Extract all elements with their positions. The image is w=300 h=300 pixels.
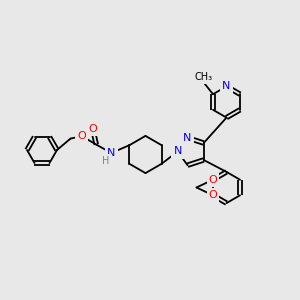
Text: H: H [102, 156, 110, 167]
Text: N: N [173, 146, 182, 157]
Text: O: O [208, 190, 217, 200]
Text: O: O [77, 131, 86, 141]
Text: N: N [222, 81, 231, 92]
Text: N: N [107, 148, 116, 158]
Text: O: O [88, 124, 97, 134]
Text: O: O [208, 175, 217, 185]
Text: CH₃: CH₃ [195, 72, 213, 82]
Text: N: N [183, 133, 192, 143]
